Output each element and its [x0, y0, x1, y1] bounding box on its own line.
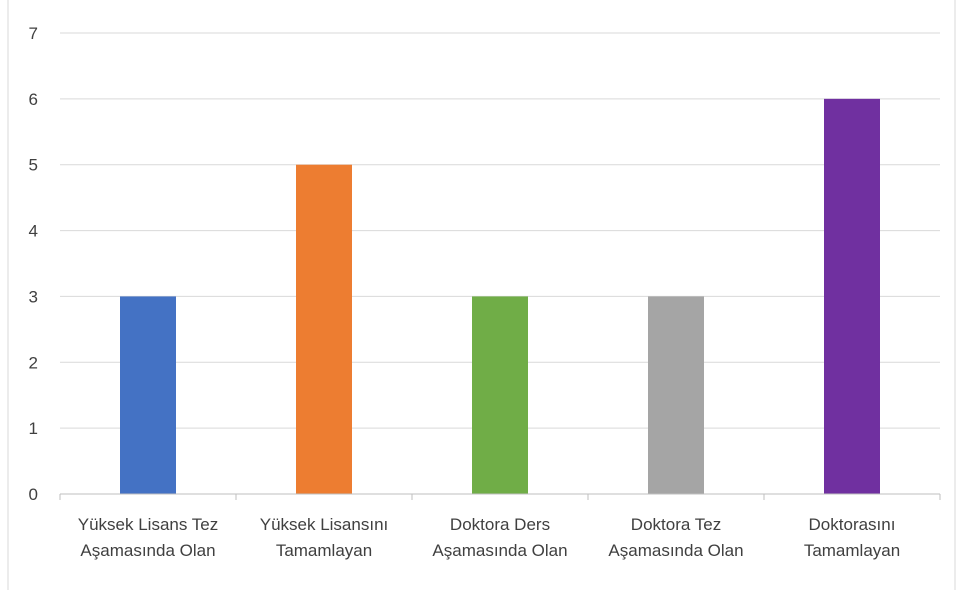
- y-tick-label-5: 5: [29, 156, 38, 175]
- x-category-label-1: Yüksek Lisans Tez Aşamasında Olan: [78, 515, 218, 560]
- x-category-label-3: Doktora Ders Aşamasında Olan: [432, 515, 567, 560]
- bar-4: [648, 296, 704, 494]
- y-axis-tick-labels: 0 1 2 3 4 5 6 7: [29, 24, 38, 504]
- bar-5: [824, 98, 880, 494]
- y-tick-label-1: 1: [29, 419, 38, 438]
- x-category-label-4: Doktora Tez Aşamasında Olan: [608, 515, 743, 560]
- bar-3: [472, 296, 528, 494]
- x-category-label-5: Doktorasını Tamamlayan: [804, 515, 900, 560]
- chart-outer-border: [7, 0, 956, 590]
- y-tick-label-2: 2: [29, 353, 38, 372]
- x-axis-category-labels: Yüksek Lisans Tez Aşamasında Olan Yüksek L…: [78, 515, 900, 560]
- y-tick-label-0: 0: [29, 485, 38, 504]
- x-axis: [59, 493, 941, 500]
- y-tick-label-7: 7: [29, 24, 38, 43]
- y-tick-label-3: 3: [29, 287, 38, 306]
- bar-1: [120, 296, 176, 494]
- y-tick-label-6: 6: [29, 90, 38, 109]
- bars: [120, 98, 880, 494]
- bar-2: [296, 164, 352, 494]
- y-tick-label-4: 4: [29, 222, 38, 241]
- x-category-label-2: Yüksek Lisansını Tamamlayan: [260, 515, 389, 560]
